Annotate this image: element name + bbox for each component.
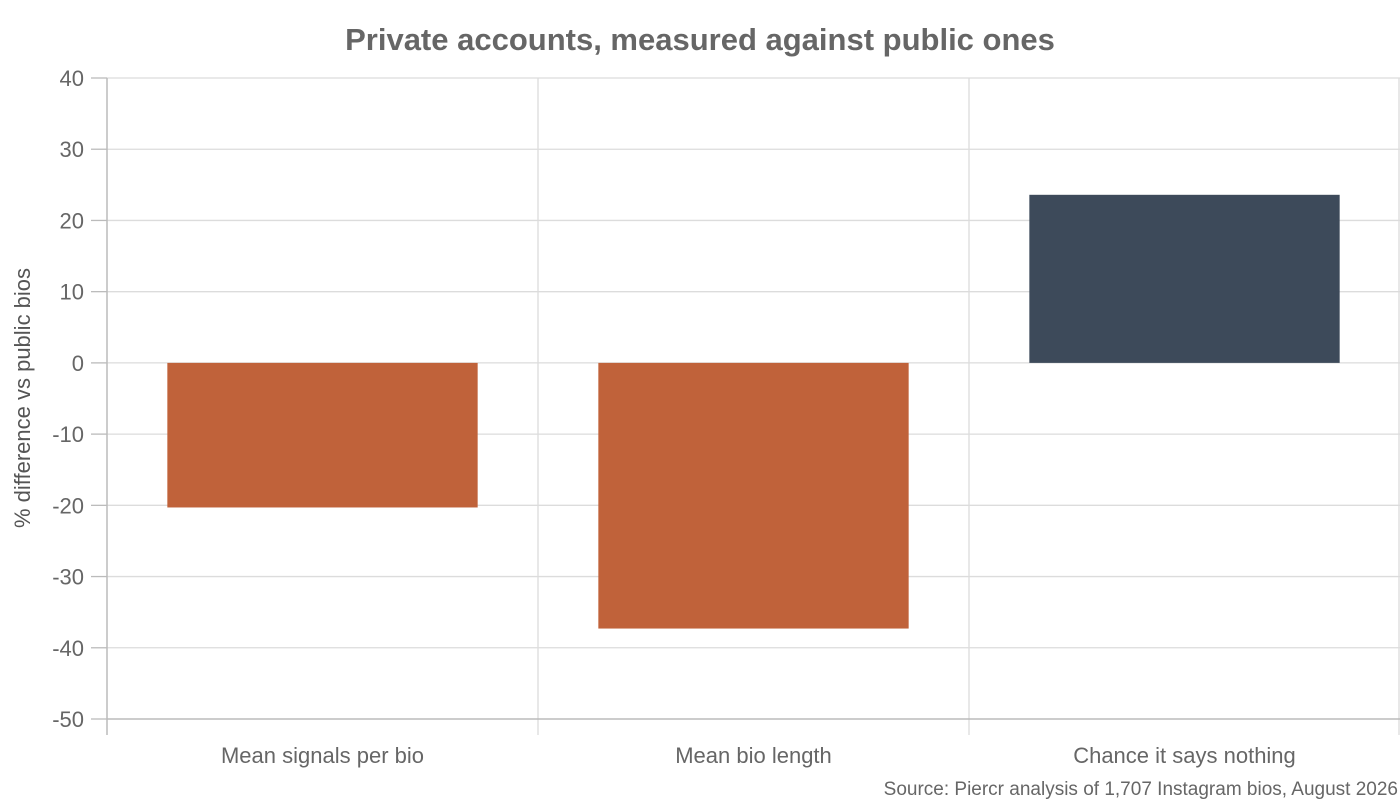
y-tick-label: -10 (52, 422, 84, 447)
y-tick-label: 40 (60, 66, 84, 91)
bars-group (167, 194, 1340, 629)
y-tick-labels: 40 30 20 10 0 -10 -20 -30 -40 -50 (52, 66, 84, 732)
x-tick-label: Mean signals per bio (221, 743, 424, 768)
y-axis-title: % difference vs public bios (10, 268, 35, 528)
y-tick-label: -50 (52, 707, 84, 732)
x-tick-labels: Mean signals per bio Mean bio length Chanc… (221, 743, 1296, 768)
y-tick-label: 20 (60, 208, 84, 233)
bar (1029, 194, 1340, 363)
y-tick-label: 10 (60, 280, 84, 305)
y-tick-label: -30 (52, 565, 84, 590)
x-tick-label: Chance it says nothing (1073, 743, 1296, 768)
axes-group (91, 77, 1400, 735)
y-tick-label: -20 (52, 493, 84, 518)
y-tick-label: -40 (52, 636, 84, 661)
y-tick-label: 30 (60, 137, 84, 162)
bar (598, 362, 909, 629)
chart-title: Private accounts, measured against publi… (345, 22, 1055, 57)
source-note: Source: Piercr analysis of 1,707 Instagr… (884, 779, 1398, 800)
bar (167, 362, 478, 508)
x-tick-label: Mean bio length (675, 743, 832, 768)
y-tick-label: 0 (72, 351, 84, 376)
